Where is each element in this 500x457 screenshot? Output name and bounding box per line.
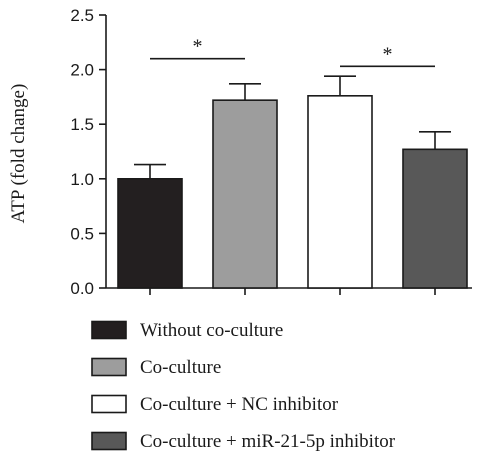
significance-star-1: * bbox=[193, 36, 203, 58]
y-tick-label: 2.5 bbox=[70, 6, 94, 25]
y-tick-label: 1.5 bbox=[70, 115, 94, 134]
y-tick-label: 2.0 bbox=[70, 61, 94, 80]
legend: Without co-culture Co-culture Co-culture +… bbox=[91, 320, 396, 452]
bars bbox=[117, 75, 468, 289]
legend-swatch-3 bbox=[91, 394, 127, 414]
significance-markers: * * bbox=[150, 36, 435, 68]
bar-4 bbox=[402, 148, 468, 289]
bar-2 bbox=[212, 99, 278, 289]
y-tick-label: 0.5 bbox=[70, 224, 94, 243]
significance-star-2: * bbox=[383, 43, 393, 65]
bar-3 bbox=[307, 95, 373, 289]
legend-swatch-1 bbox=[91, 320, 127, 340]
legend-label-1: Without co-culture bbox=[140, 320, 283, 341]
bar-1 bbox=[117, 178, 183, 289]
legend-label-2: Co-culture bbox=[140, 357, 221, 378]
legend-swatch-4 bbox=[91, 431, 127, 451]
legend-label-4: Co-culture + miR-21-5p inhibitor bbox=[140, 431, 396, 452]
y-tick-label: 0.0 bbox=[70, 279, 94, 298]
legend-label-3: Co-culture + NC inhibitor bbox=[140, 394, 339, 415]
y-tick-label: 1.0 bbox=[70, 170, 94, 189]
legend-swatch-2 bbox=[91, 357, 127, 377]
y-axis-label: ATP (fold change) bbox=[8, 84, 29, 224]
